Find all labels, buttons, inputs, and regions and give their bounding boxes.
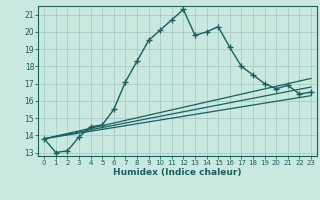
X-axis label: Humidex (Indice chaleur): Humidex (Indice chaleur) [113,168,242,177]
